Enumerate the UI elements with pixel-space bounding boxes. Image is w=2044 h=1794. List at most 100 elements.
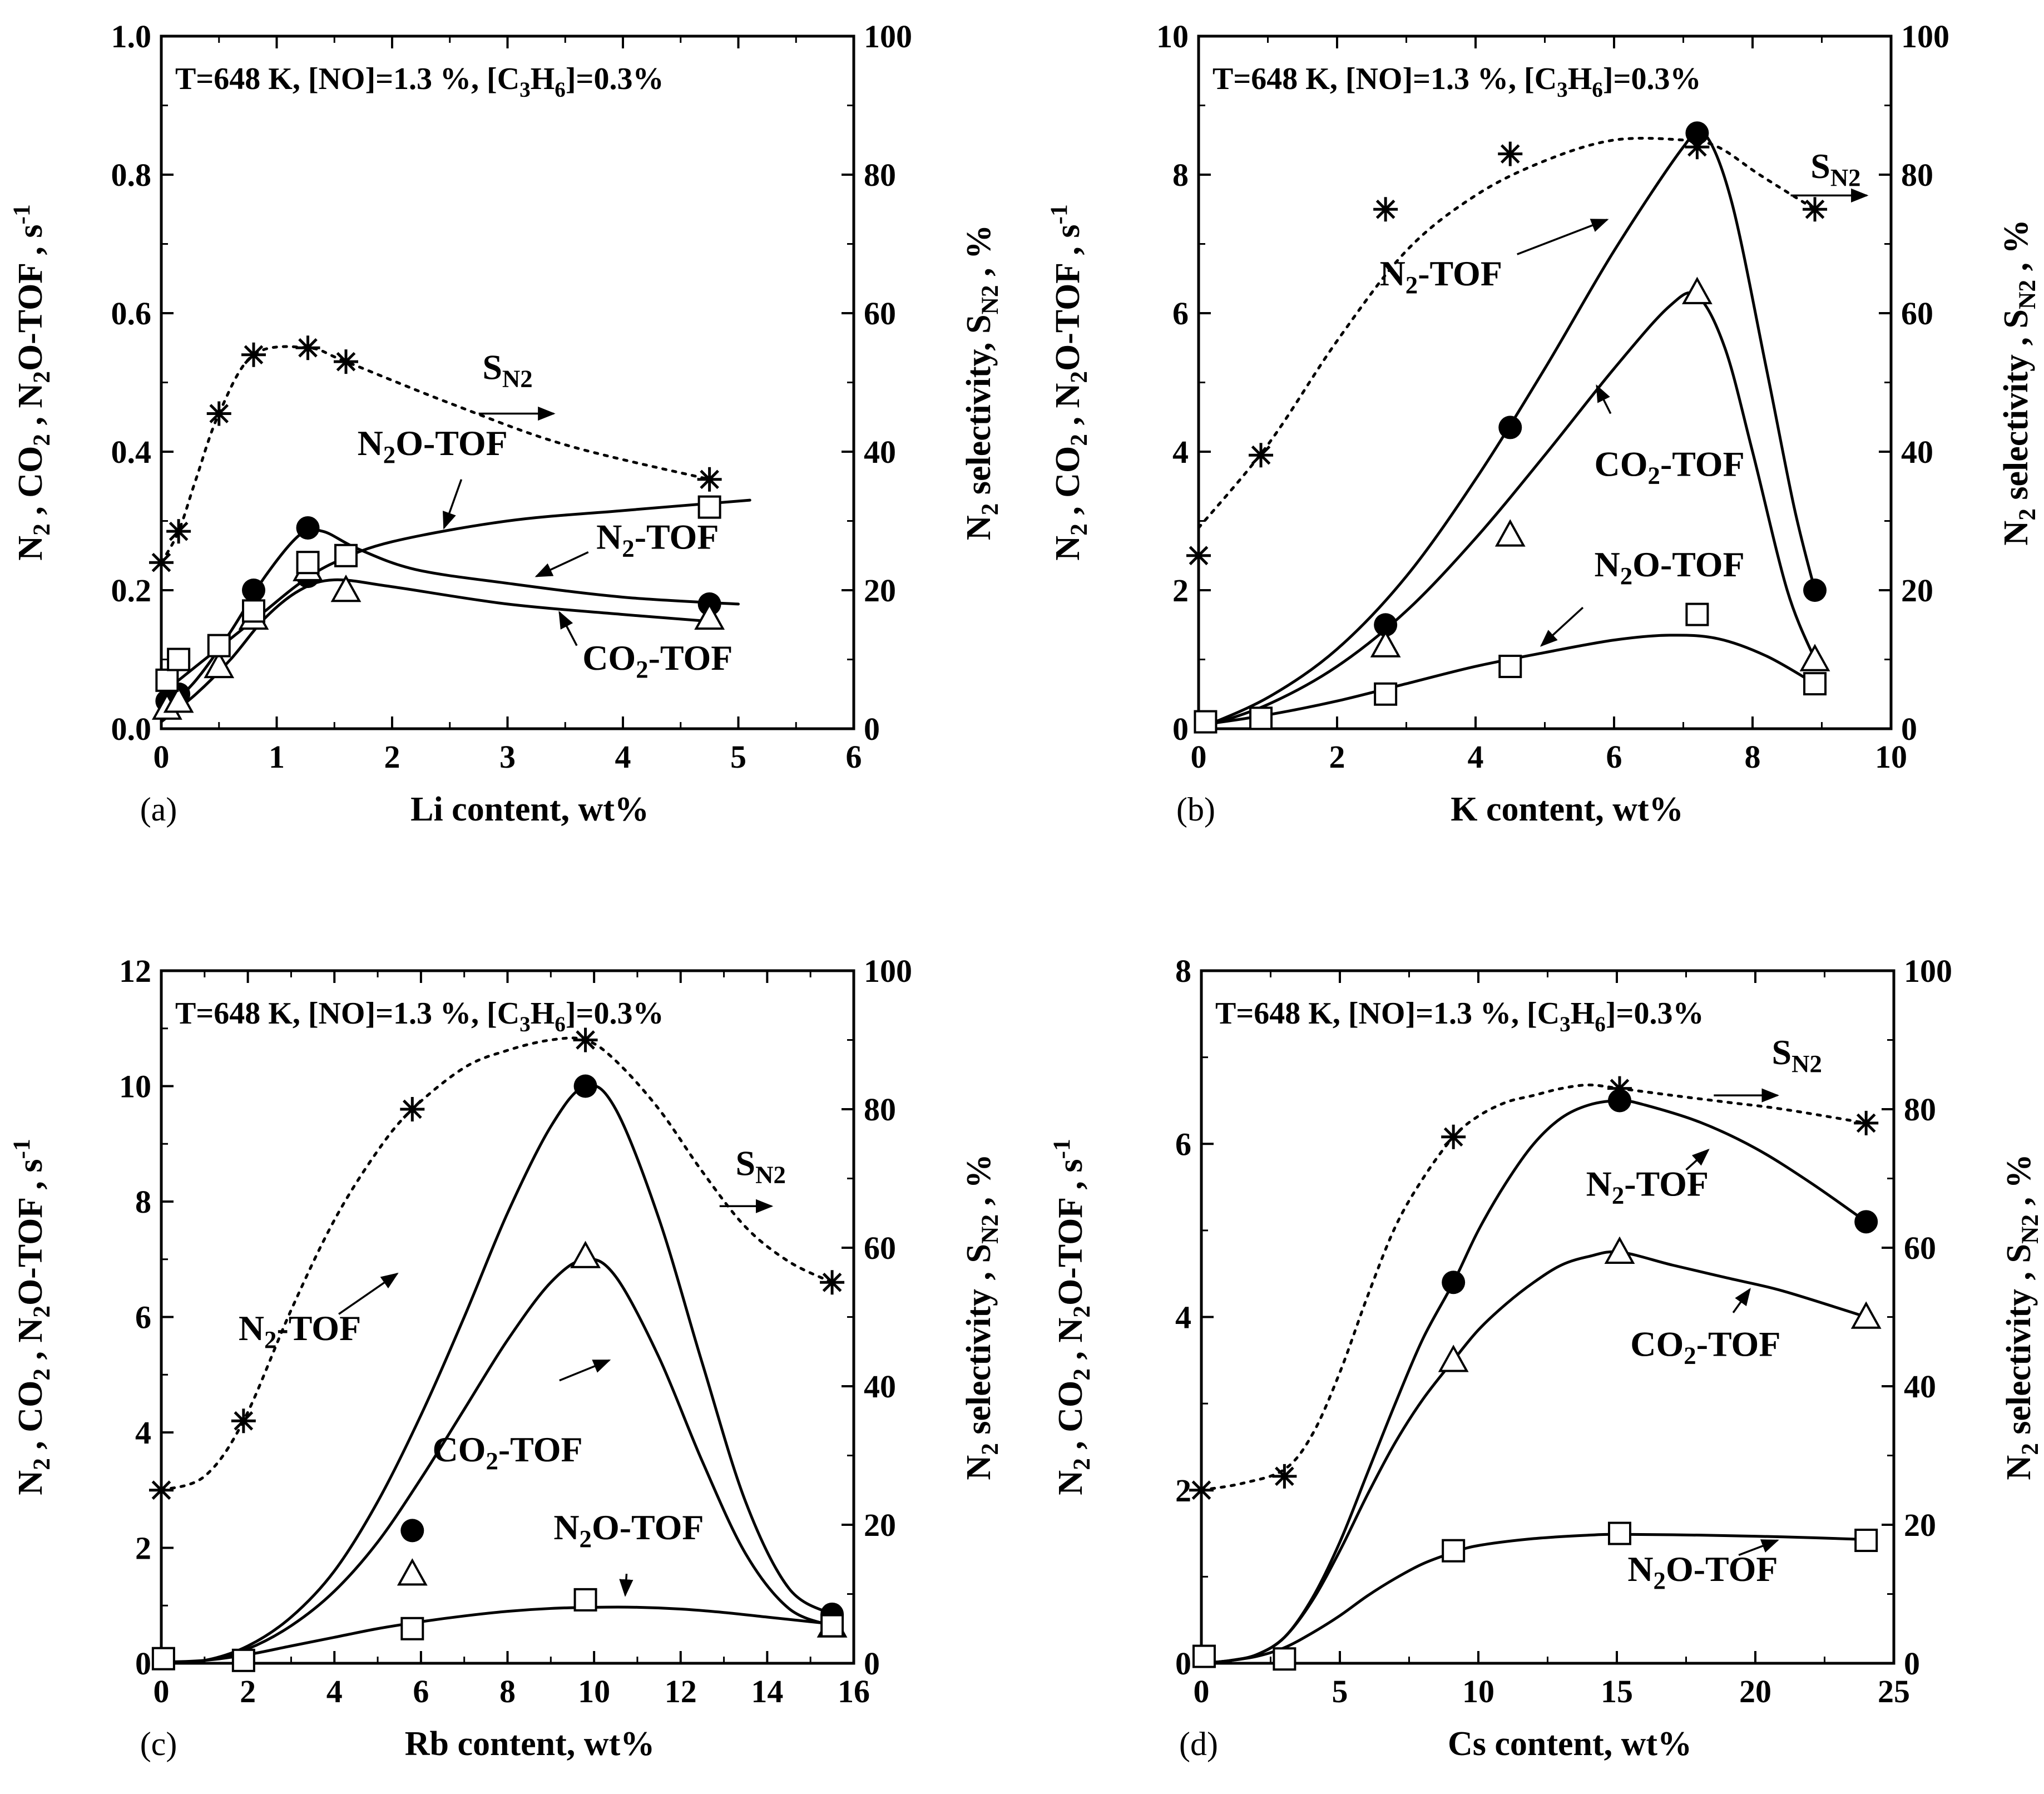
n2o-tof-point — [1854, 1529, 1878, 1553]
text-span: C — [497, 996, 519, 1031]
y2-axis-label: N2 selectivity , SN2 , % — [960, 1154, 1003, 1480]
co2-tof-point — [1370, 630, 1401, 658]
n2-tof-point — [400, 1519, 424, 1543]
text-span: 2 — [28, 1458, 55, 1470]
x-axis-label: Li content, wt% — [410, 790, 649, 828]
x-tick-label: 10 — [578, 1673, 610, 1709]
chart-panel-a: 0 1 2 3 4 5 6 0.0 0.2 0.4 0.6 0.8 1.0 0 20 40 60 80 100 Li … — [8, 18, 1003, 828]
y-tick-label: 0.0 — [111, 711, 152, 747]
text-span: -TOF , — [1052, 1173, 1090, 1279]
y-tick-label: 0 — [135, 1645, 151, 1682]
text-span: s — [12, 224, 50, 238]
y2-tick-label: 40 — [864, 1368, 896, 1405]
annotation-arrow — [534, 551, 589, 577]
text-span: , — [1049, 498, 1087, 524]
y-tick-label: 0.4 — [111, 434, 152, 470]
n2o-tof-point — [697, 495, 721, 519]
conditions-text: T=648 K, [NO]=1.3 %, [C3H6]=0.3% — [1215, 996, 1704, 1036]
text-span: N — [960, 515, 998, 540]
text-span: , — [12, 498, 50, 524]
series-annotation-co2-tof: CO2-TOF — [582, 638, 733, 683]
y2-tick-label: 80 — [1904, 1091, 1936, 1128]
text-span: 2 — [28, 1306, 55, 1318]
co2-tof-point — [397, 1558, 428, 1586]
text-span: O — [1052, 1279, 1090, 1306]
text-span: , % — [1997, 219, 2035, 280]
text-span: 2 — [1066, 434, 1092, 446]
n2-tof-fit-curve — [160, 1084, 834, 1664]
plot-frame — [1197, 34, 1893, 730]
text-span: S — [2000, 1244, 2038, 1263]
n2-tof-point — [296, 516, 320, 540]
text-span: CO — [12, 1381, 50, 1432]
text-span: N — [239, 1308, 264, 1348]
text-span: O — [1049, 344, 1087, 371]
text-span: -TOF — [649, 638, 733, 678]
n2o-tof-point — [573, 1588, 597, 1612]
asterisk-stroke — [1500, 144, 1520, 164]
text-span: selectivity, — [960, 334, 998, 503]
y2-tick-label: 0 — [1904, 1645, 1920, 1682]
text-span: 2 — [264, 1326, 276, 1353]
text-span: 2 — [580, 1525, 592, 1553]
text-span: -TOF — [1660, 545, 1745, 584]
x-tick-label: 5 — [730, 739, 746, 775]
text-span: 2 — [1068, 1306, 1095, 1318]
x-tick-label: 2 — [384, 739, 400, 775]
text-span: 2 — [636, 655, 648, 683]
text-span: -1 — [1048, 1139, 1075, 1159]
annotation-arrow — [1596, 384, 1612, 414]
text-span: C — [497, 62, 519, 96]
co2-tof-fit-curve — [1200, 1250, 1868, 1665]
annotation-arrow — [1738, 1539, 1779, 1556]
y2-tick-label: 100 — [864, 953, 912, 989]
text-span: 2 — [1612, 1182, 1624, 1209]
text-span: H — [531, 996, 555, 1031]
text-span: N — [12, 1470, 50, 1495]
co2-tof-point — [1438, 1345, 1469, 1372]
y-tick-label: 6 — [1172, 295, 1189, 332]
text-span: 3 — [1560, 1012, 1571, 1036]
n2-tof-point — [1374, 613, 1398, 637]
text-span: -TOF — [498, 1430, 583, 1469]
co2-tof-point — [163, 685, 194, 713]
text-span: 2 — [977, 1443, 1003, 1455]
series-annotation-n2-tof: N2-TOF — [239, 1308, 361, 1353]
y2-tick-label: 20 — [1904, 1507, 1936, 1543]
sn2-point — [820, 1270, 845, 1295]
y-tick-label: 10 — [1156, 18, 1189, 55]
text-span: 2 — [383, 441, 395, 468]
y2-tick-label: 0 — [864, 1645, 880, 1682]
asterisk-stroke — [1805, 199, 1825, 219]
asterisk-stroke — [700, 469, 719, 490]
x-tick-label: 12 — [665, 1673, 697, 1709]
n2o-tof-point — [1442, 1539, 1466, 1563]
asterisk-stroke — [234, 1411, 254, 1431]
asterisk-stroke — [402, 1099, 422, 1119]
text-span: N2 — [502, 364, 533, 392]
n2o-tof-point — [155, 668, 179, 692]
n2o-tof-point — [1192, 1644, 1216, 1668]
text-span: S — [960, 1244, 998, 1263]
n2o-tof-point — [1374, 682, 1398, 706]
annotation-arrow — [1540, 606, 1584, 647]
y-tick-label: 4 — [135, 1415, 151, 1451]
panel-label: (a) — [140, 791, 177, 828]
y-tick-label: 8 — [1175, 953, 1191, 989]
text-span: N — [358, 423, 383, 463]
text-span: 2 — [1620, 562, 1632, 590]
text-span: S — [1997, 309, 2035, 328]
text-span: s — [1052, 1159, 1090, 1172]
co2-tof-point — [1682, 276, 1713, 304]
x-axis-label: Cs content, wt% — [1448, 1725, 1692, 1763]
text-span: CO — [1052, 1381, 1090, 1432]
sn2-point — [241, 342, 266, 367]
text-span: CO — [1630, 1325, 1684, 1364]
sn2-point — [149, 1477, 174, 1503]
n2o-tof-point — [1498, 654, 1522, 678]
x-tick-label: 10 — [1462, 1673, 1494, 1709]
y-tick-label: 12 — [119, 953, 151, 989]
y2-tick-label: 60 — [864, 295, 896, 332]
text-span: 2 — [28, 434, 55, 446]
y-tick-label: 8 — [1172, 157, 1189, 193]
